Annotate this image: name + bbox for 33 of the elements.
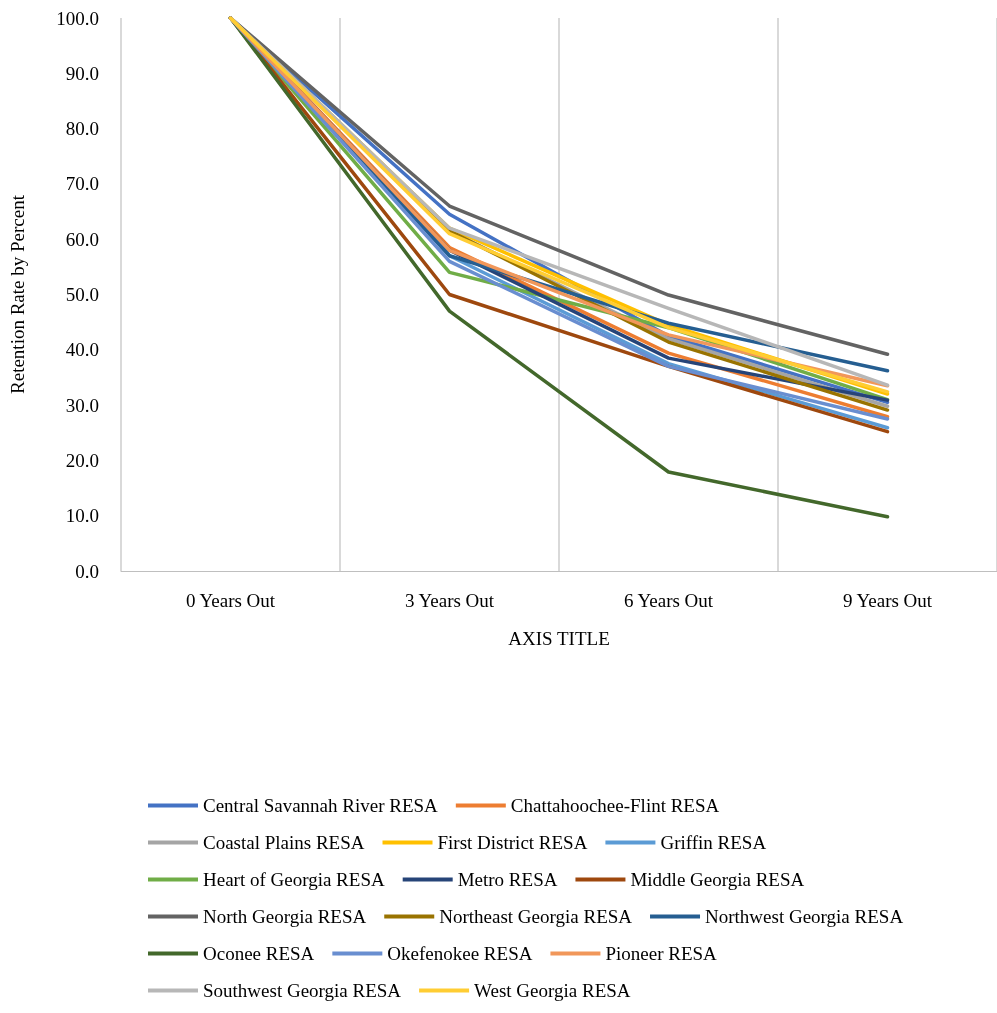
y-tick-label: 60.0 <box>65 228 99 250</box>
x-axis-title: AXIS TITLE <box>508 628 610 649</box>
legend-label: North Georgia RESA <box>203 906 367 927</box>
legend-label: Middle Georgia RESA <box>630 869 805 890</box>
legend-label: Northeast Georgia RESA <box>439 906 633 927</box>
x-tick-label: 0 Years Out <box>185 590 276 611</box>
x-tick-label: 9 Years Out <box>842 590 933 611</box>
y-tick-label: 70.0 <box>65 173 99 195</box>
y-tick-label: 80.0 <box>65 118 99 140</box>
legend-label: Okefenokee RESA <box>387 943 533 964</box>
legend-label: Northwest Georgia RESA <box>705 906 904 927</box>
legend-label: First District RESA <box>437 832 588 853</box>
x-tick-label: 3 Years Out <box>404 590 495 611</box>
y-tick-label: 90.0 <box>65 62 99 84</box>
y-tick-label: 100.0 <box>56 7 99 29</box>
y-tick-label: 40.0 <box>65 339 99 361</box>
legend-label: Chattahoochee-Flint RESA <box>510 795 720 816</box>
x-tick-label: 6 Years Out <box>623 590 714 611</box>
legend-label: Pioneer RESA <box>605 943 718 964</box>
y-tick-label: 0.0 <box>75 560 99 582</box>
legend-label: Metro RESA <box>457 869 558 890</box>
y-axis-title: Retention Rate by Percent <box>7 194 28 394</box>
legend-label: Southwest Georgia RESA <box>203 980 402 1001</box>
y-tick-label: 10.0 <box>65 505 99 527</box>
legend-label: Coastal Plains RESA <box>203 832 365 853</box>
legend-label: Central Savannah River RESA <box>203 795 439 816</box>
legend-label: Griffin RESA <box>660 832 767 853</box>
legend-label: Oconee RESA <box>203 943 315 964</box>
y-tick-label: 20.0 <box>65 449 99 471</box>
y-tick-label: 30.0 <box>65 394 99 416</box>
legend-label: Heart of Georgia RESA <box>203 869 385 890</box>
legend-label: West Georgia RESA <box>474 980 631 1001</box>
y-tick-label: 50.0 <box>65 284 99 305</box>
